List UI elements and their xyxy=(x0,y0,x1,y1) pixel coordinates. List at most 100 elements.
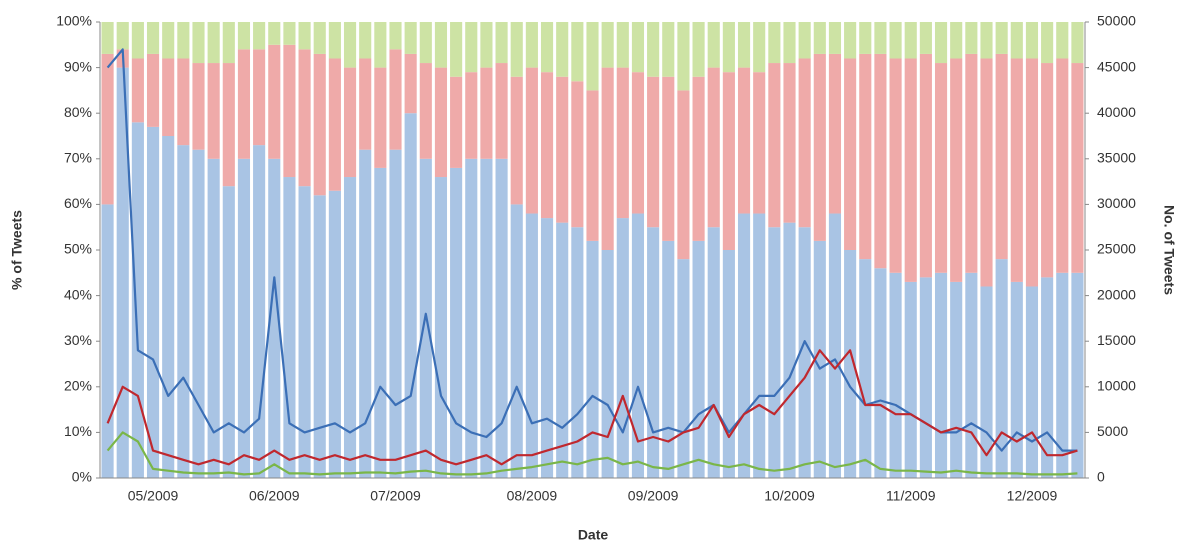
y2-tick-label: 25000 xyxy=(1097,241,1136,257)
bar-segment xyxy=(268,44,281,159)
bar-segment xyxy=(965,22,978,54)
bar-segment xyxy=(434,67,448,178)
bar-segment xyxy=(298,22,311,50)
bar-segment xyxy=(722,250,735,478)
bar-segment xyxy=(404,53,417,114)
bar-segment xyxy=(571,227,584,478)
bar-segment xyxy=(783,22,796,64)
bar-segment xyxy=(934,22,948,64)
bar-segment xyxy=(768,63,781,228)
bar-segment xyxy=(707,67,720,228)
bar-segment xyxy=(328,22,341,59)
bar-segment xyxy=(950,58,963,282)
bar-segment xyxy=(859,53,872,260)
bar-segment xyxy=(283,22,296,45)
bar-segment xyxy=(343,177,357,479)
bar-segment xyxy=(828,22,842,54)
bar-segment xyxy=(631,72,645,214)
bar-segment xyxy=(434,22,448,68)
bar-segment xyxy=(737,67,751,214)
bar-segment xyxy=(586,22,599,91)
bar-segment xyxy=(677,259,690,478)
bar-segment xyxy=(146,53,160,127)
bar-segment xyxy=(389,22,402,50)
y2-tick-label: 35000 xyxy=(1097,150,1136,166)
bar-segment xyxy=(283,177,296,479)
bar-segment xyxy=(313,195,326,478)
bar-segment xyxy=(980,22,993,59)
bar-segment xyxy=(1010,281,1023,478)
bar-segment xyxy=(1025,22,1039,59)
bar-segment xyxy=(222,22,235,64)
bar-segment xyxy=(525,67,538,214)
bar-segment xyxy=(692,22,705,77)
bar-segment xyxy=(450,167,463,479)
bar-segment xyxy=(980,58,993,287)
bar-segment xyxy=(631,213,645,478)
bar-segment xyxy=(707,22,720,68)
bar-segment xyxy=(616,22,629,68)
bar-segment xyxy=(1025,286,1039,478)
bar-segment xyxy=(1071,22,1084,64)
bar-segment xyxy=(677,22,690,91)
bar-segment xyxy=(434,177,448,479)
bar-segment xyxy=(283,44,296,178)
bar-segment xyxy=(313,22,326,54)
bar-segment xyxy=(828,53,842,214)
bar-segment xyxy=(601,250,614,478)
bar-segment xyxy=(450,76,463,168)
x-tick-label: 10/2009 xyxy=(764,488,815,504)
y-tick-label: 60% xyxy=(64,195,92,211)
bar-segment xyxy=(768,227,781,478)
bar-segment xyxy=(480,22,493,68)
y2-tick-label: 20000 xyxy=(1097,286,1136,302)
bar-segment xyxy=(253,145,266,478)
bar-segment xyxy=(131,122,144,478)
x-tick-label: 08/2009 xyxy=(507,488,558,504)
bar-segment xyxy=(419,63,432,159)
bar-segment xyxy=(919,277,932,478)
bar-segment xyxy=(1056,58,1069,273)
bar-segment xyxy=(298,186,311,478)
bar-segment xyxy=(116,67,129,478)
bar-segment xyxy=(571,22,584,82)
bar-segment xyxy=(495,63,508,159)
bar-segment xyxy=(510,76,523,205)
y2-axis-title: No. of Tweets xyxy=(1161,205,1177,295)
bar-segment xyxy=(904,281,917,478)
bar-segment xyxy=(374,167,387,479)
bar-segment xyxy=(722,22,735,73)
bar-segment xyxy=(343,22,357,68)
bar-segment xyxy=(465,158,478,479)
bar-segment xyxy=(222,186,235,478)
bar-segment xyxy=(389,149,402,478)
bar-segment xyxy=(995,259,1008,478)
bar-segment xyxy=(525,213,538,478)
bar-segment xyxy=(343,67,357,178)
bar-segment xyxy=(874,53,887,269)
bar-segment xyxy=(222,63,235,187)
bar-segment xyxy=(101,204,114,478)
bar-segment xyxy=(995,53,1008,260)
bar-segment xyxy=(889,58,902,273)
y-tick-label: 0% xyxy=(72,469,92,485)
bar-segment xyxy=(495,22,508,64)
bar-segment xyxy=(359,149,372,478)
bar-segment xyxy=(162,22,175,59)
bar-segment xyxy=(692,240,705,478)
y2-tick-label: 45000 xyxy=(1097,58,1136,74)
y-tick-label: 100% xyxy=(56,13,92,29)
bar-segment xyxy=(904,58,917,282)
bar-segment xyxy=(465,22,478,73)
y2-tick-label: 5000 xyxy=(1097,423,1128,439)
x-axis-title: Date xyxy=(578,527,609,543)
bar-segment xyxy=(813,240,826,478)
bar-segment xyxy=(404,113,417,478)
bar-segment xyxy=(647,76,660,228)
bar-segment xyxy=(586,240,599,478)
bar-segment xyxy=(889,272,902,478)
bar-segment xyxy=(131,22,144,59)
bar-segment xyxy=(192,22,205,64)
bar-segment xyxy=(919,22,932,54)
